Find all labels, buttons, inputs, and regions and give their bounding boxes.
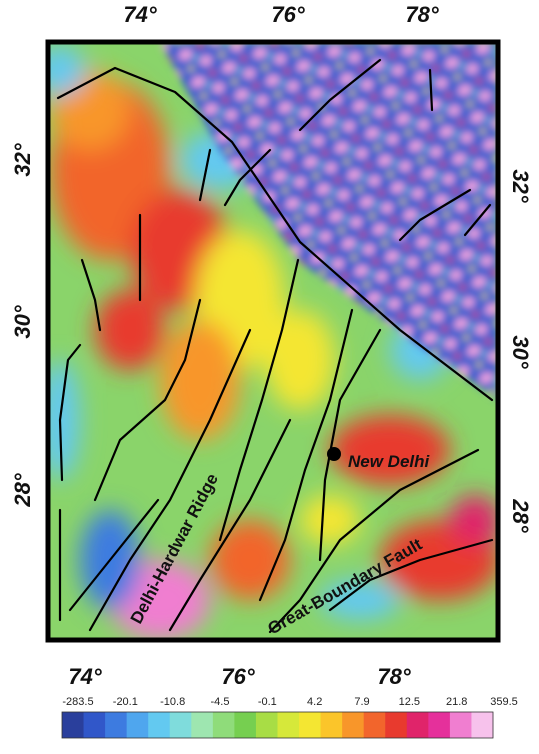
colorbar-label: -0.1 — [258, 696, 277, 708]
colorbar: -283.5 -20.1 -10.8 -4.5 -0.1 4.2 7.9 12.5 21.8 35… — [62, 696, 518, 738]
top-coordinate: 76° — [271, 2, 304, 27]
colorbar-swatch — [127, 712, 149, 738]
colorbar-swatch — [299, 712, 321, 738]
colorbar-label: 4.2 — [307, 696, 322, 708]
left-coordinate: 32° — [10, 143, 35, 176]
bottom-coordinate: 76° — [221, 664, 254, 689]
top-coordinate: 78° — [405, 2, 438, 27]
map-figure: 74° 76° 78° 74° 76° 78° 32° 30° 28° 32° … — [0, 0, 539, 749]
right-coordinate: 30° — [508, 335, 533, 368]
bottom-coordinate: 74° — [68, 664, 101, 689]
city-marker — [327, 447, 341, 461]
colorbar-swatch — [471, 712, 493, 738]
colorbar-swatch — [385, 712, 407, 738]
left-coordinate: 30° — [10, 305, 35, 338]
colorbar-label: -4.5 — [211, 696, 230, 708]
city-label: New Delhi — [348, 452, 431, 471]
page: Map {"map": { "top_labels": ["74°", "76°… — [0, 0, 539, 749]
colorbar-swatch — [148, 712, 170, 738]
colorbar-label: -283.5 — [62, 696, 93, 708]
colorbar-swatch — [191, 712, 213, 738]
colorbar-swatch — [278, 712, 300, 738]
colorbar-label: 359.5 — [490, 696, 518, 708]
colorbar-swatch — [84, 712, 106, 738]
colorbar-label: 12.5 — [399, 696, 420, 708]
colorbar-swatch — [62, 712, 84, 738]
colorbar-swatch — [256, 712, 278, 738]
colorbar-label: -20.1 — [113, 696, 138, 708]
colorbar-swatch — [234, 712, 256, 738]
colorbar-label: 7.9 — [354, 696, 369, 708]
colorbar-swatch — [170, 712, 192, 738]
bottom-coordinate: 78° — [377, 664, 410, 689]
colorbar-swatch — [450, 712, 472, 738]
colorbar-label: 21.8 — [446, 696, 467, 708]
left-coordinate: 28° — [10, 473, 35, 507]
top-coordinate: 74° — [123, 2, 156, 27]
colorbar-swatch — [364, 712, 386, 738]
colorbar-swatch — [213, 712, 235, 738]
colorbar-swatch — [321, 712, 343, 738]
body: 74° 76° 78° 74° 76° 78° 32° 30° 28° 32° … — [0, 0, 539, 749]
colorbar-swatch — [105, 712, 127, 738]
colorbar-swatch — [428, 712, 450, 738]
right-coordinate: 28° — [508, 498, 533, 532]
colorbar-swatch — [407, 712, 429, 738]
colorbar-label: -10.8 — [160, 696, 185, 708]
colorbar-swatch — [342, 712, 364, 738]
anomaly-field — [35, 42, 500, 640]
right-coordinate: 32° — [508, 169, 533, 202]
